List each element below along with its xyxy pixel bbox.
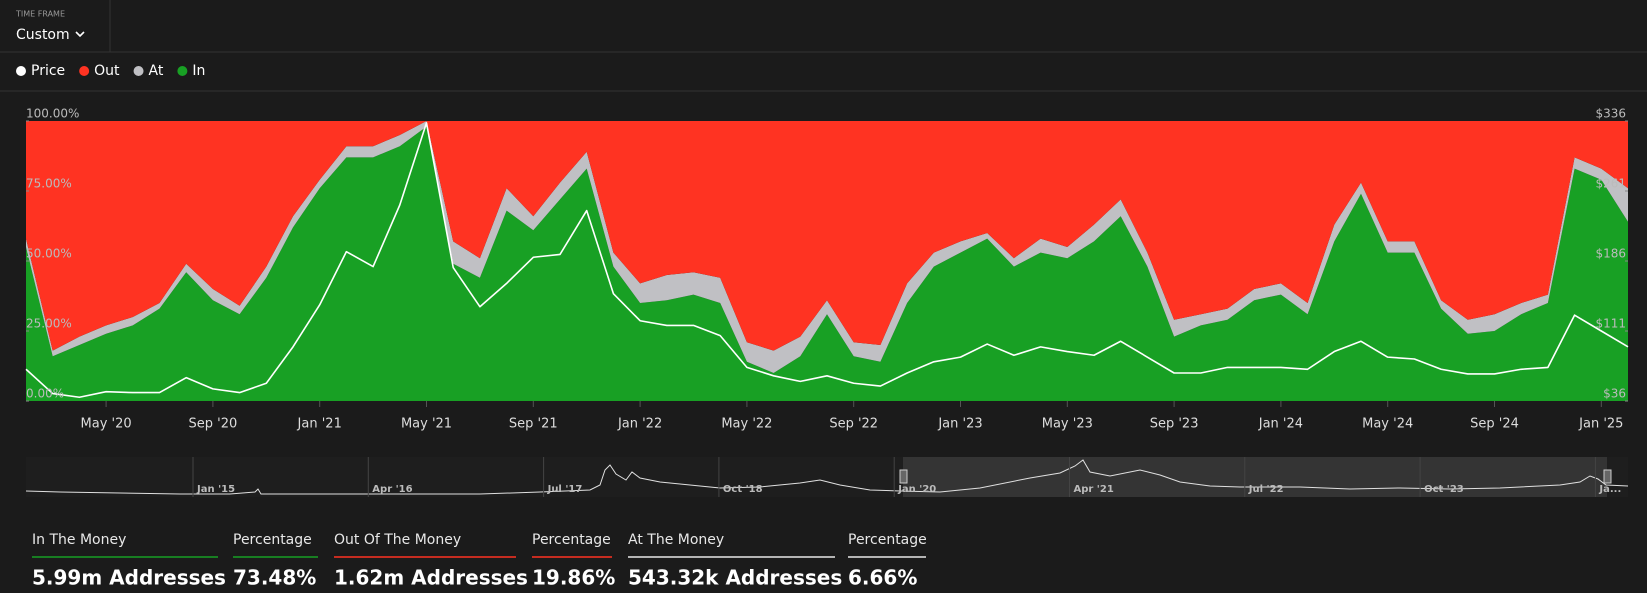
- y-tick-label: 0.00%: [26, 387, 64, 401]
- summary-label: Out Of The Money: [334, 532, 461, 548]
- summary-label: Percentage: [233, 532, 312, 548]
- navigator-label: Jul '22: [1248, 484, 1284, 495]
- navigator-handle[interactable]: [899, 469, 908, 484]
- navigator-label: Ja...: [1598, 484, 1621, 495]
- time-frame-label: TIME FRAME: [15, 10, 65, 19]
- x-tick-label: Jan '23: [937, 417, 982, 432]
- legend-dot: [177, 66, 188, 76]
- x-tick-label: Jan '24: [1258, 417, 1303, 432]
- legend-dot: [16, 66, 26, 76]
- chevron: [75, 31, 85, 38]
- summary-label: In The Money: [32, 532, 126, 548]
- legend: Price Out At In: [16, 63, 205, 79]
- legend-label[interactable]: In: [192, 63, 205, 79]
- navigator-label: Oct '18: [723, 484, 763, 495]
- area: [26, 121, 1628, 351]
- x-tick-label: Sep '23: [1150, 417, 1199, 432]
- y2-tick-label: $111: [1595, 317, 1626, 331]
- legend-label[interactable]: Price: [31, 63, 65, 79]
- area: [26, 126, 1628, 401]
- summary-value: 543.32k Addresses: [628, 566, 842, 590]
- y2-tick-label: $261: [1595, 177, 1626, 191]
- navigator-label: Apr '21: [1074, 484, 1114, 495]
- summary-value: 73.48%: [233, 566, 316, 590]
- x-tick-label: May '21: [401, 417, 452, 432]
- y2-tick-label: $186: [1595, 247, 1626, 261]
- summary-value: 1.62m Addresses: [334, 566, 528, 590]
- time-frame-dropdown[interactable]: Custom: [16, 27, 85, 43]
- plot: 0.00% 25.00% 50.00% 75.00% 100.00% $36 $111 $18…: [25, 107, 1629, 432]
- legend-dot: [133, 66, 144, 76]
- y-tick-label: 50.00%: [26, 247, 72, 261]
- y2-tick-label: $336: [1595, 107, 1626, 121]
- summary: In The Money 5.99m Addresses Percentage 73.…: [32, 532, 927, 590]
- x-tick-label: Sep '20: [189, 417, 238, 432]
- summary-label: Percentage: [532, 532, 611, 548]
- x-tick-label: Jan '22: [617, 417, 662, 432]
- time-frame-value[interactable]: Custom: [16, 27, 70, 43]
- navigator-label: Jan '15: [196, 484, 235, 495]
- summary-value: 5.99m Addresses: [32, 566, 226, 590]
- y-tick-label: 75.00%: [26, 177, 72, 191]
- x-tick-label: Jan '21: [297, 417, 342, 432]
- price-line: [25, 122, 1629, 399]
- x-tick-label: May '22: [721, 417, 772, 432]
- navigator-handle[interactable]: [1603, 469, 1612, 484]
- y-tick-label: 25.00%: [26, 317, 72, 331]
- legend-label[interactable]: Out: [94, 63, 120, 79]
- navigator-label: Jul '17: [547, 484, 583, 495]
- x-tick-label: Sep '22: [829, 417, 878, 432]
- x-tick-label: Sep '21: [509, 417, 558, 432]
- navigator-label: Apr '16: [372, 484, 412, 495]
- summary-label: At The Money: [628, 532, 724, 548]
- y2-tick-label: $36: [1603, 387, 1626, 401]
- legend-dot: [79, 66, 90, 76]
- x-tick-label: May '23: [1042, 417, 1093, 432]
- y-tick-label: 100.00%: [26, 107, 79, 121]
- navigator: Jan '15 Apr '16 Jul '17 Oct '18 Jan '20 Apr '…: [25, 457, 1629, 497]
- x-tick-label: Sep '24: [1470, 417, 1519, 432]
- navigator-label: Jan '20: [897, 484, 936, 495]
- navigator-selection[interactable]: [903, 457, 1607, 497]
- x-tick-label: Jan '25: [1578, 417, 1623, 432]
- navigator-label: Oct '23: [1424, 484, 1464, 495]
- summary-label: Percentage: [848, 532, 927, 548]
- x-tick-label: May '20: [81, 417, 132, 432]
- summary-value: 6.66%: [848, 566, 917, 590]
- summary-value: 19.86%: [532, 566, 615, 590]
- navigator-line: [25, 459, 1629, 495]
- area: [26, 121, 1628, 373]
- legend-label[interactable]: At: [149, 63, 164, 79]
- x-tick-label: May '24: [1362, 417, 1413, 432]
